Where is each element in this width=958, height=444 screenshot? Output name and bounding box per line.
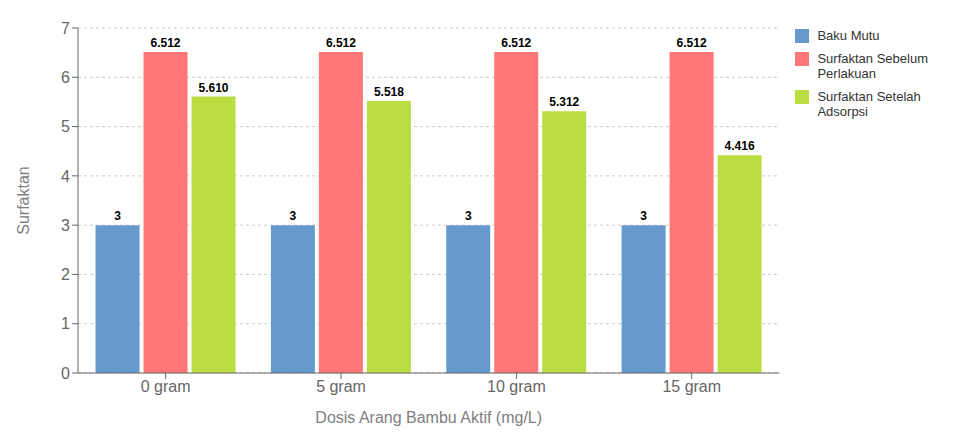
svg-text:6.512: 6.512 <box>151 36 181 50</box>
svg-text:3: 3 <box>290 209 297 223</box>
svg-text:0: 0 <box>61 365 70 382</box>
svg-text:2: 2 <box>61 266 70 283</box>
svg-text:1: 1 <box>61 315 70 332</box>
svg-text:3: 3 <box>465 209 472 223</box>
svg-text:5: 5 <box>61 118 70 135</box>
svg-text:4.416: 4.416 <box>725 139 755 153</box>
svg-text:4: 4 <box>61 168 70 185</box>
svg-text:6.512: 6.512 <box>501 36 531 50</box>
svg-text:7: 7 <box>61 20 70 37</box>
svg-text:5 gram: 5 gram <box>316 378 366 395</box>
html-text:Surfaktan Sebelum Perlakuan: Surfaktan Sebelum Perlakuan <box>817 51 928 81</box>
svg-text:3: 3 <box>114 209 121 223</box>
svg-text:6.512: 6.512 <box>326 36 356 50</box>
svg-text:3: 3 <box>61 217 70 234</box>
svg-text:Dosis Arang Bambu Aktif (mg/L): Dosis Arang Bambu Aktif (mg/L) <box>315 409 542 426</box>
svg-text:Surfaktan: Surfaktan <box>15 166 32 234</box>
html-text:Surfaktan Setelah Adsorpsi: Surfaktan Setelah Adsorpsi <box>817 89 921 119</box>
svg-text:5.518: 5.518 <box>374 85 404 99</box>
svg-text:6.512: 6.512 <box>677 36 707 50</box>
svg-text:5.312: 5.312 <box>549 95 579 109</box>
svg-text:15 gram: 15 gram <box>662 378 721 395</box>
html-text:Baku Mutu: Baku Mutu <box>817 28 880 43</box>
svg-text:10 gram: 10 gram <box>487 378 546 395</box>
svg-text:0 gram: 0 gram <box>141 378 191 395</box>
svg-text:3: 3 <box>640 209 647 223</box>
svg-text:6: 6 <box>61 69 70 86</box>
svg-text:5.610: 5.610 <box>199 81 229 95</box>
